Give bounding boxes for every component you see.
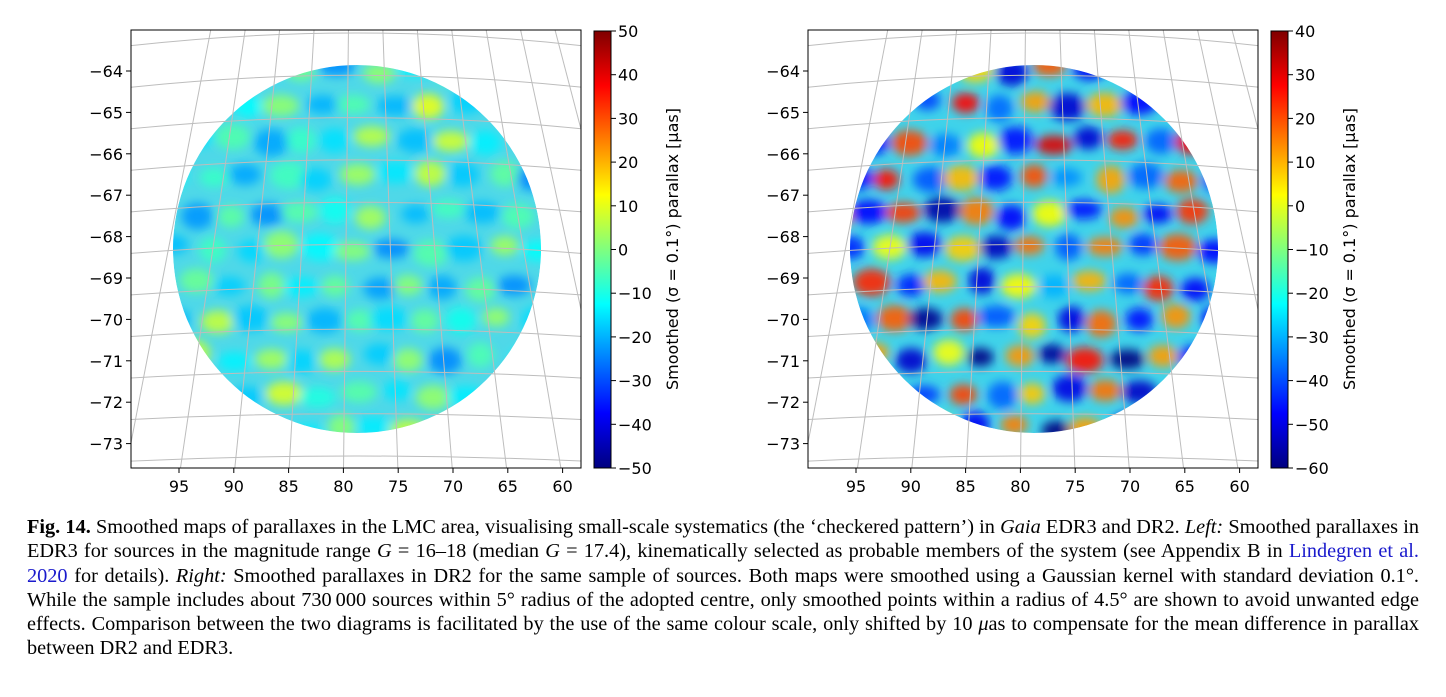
y-tick-label: −64 [766, 62, 800, 81]
caption-gaia: Gaia [1000, 516, 1041, 538]
colorbar-tick-label: 0 [618, 241, 628, 260]
y-tick-label: −72 [89, 393, 123, 412]
y-axis-ticks: −64 −65 −66 −67 −68 −69 −70 −71 −72 −73 [89, 62, 131, 454]
y-tick-label: −68 [89, 228, 123, 247]
x-tick-label: 85 [278, 477, 298, 496]
caption-text: Smoothed parallaxes in EDR3 for sources … [27, 516, 1420, 563]
caption-text: as to compensate for the mean difference… [27, 613, 1419, 660]
x-tick-label: 80 [1010, 477, 1030, 496]
colorbar-gradient [593, 30, 612, 469]
colorbar-tick-label: 30 [1295, 66, 1315, 85]
citation-link[interactable]: Lindegren et al. 2020 [27, 540, 1419, 587]
coordinate-grid [808, 30, 1258, 468]
colorbar-tick-label: −30 [618, 372, 652, 391]
colorbar-gradient [1270, 30, 1289, 469]
colorbar-tick-label: −10 [1295, 241, 1329, 260]
caption-text: EDR3 and DR2. [1040, 516, 1185, 538]
colorbar-label: Smoothed (σ = 0.1°) parallax [μas] [1340, 108, 1359, 390]
y-axis-ticks: −64 −65 −66 −67 −68 −69 −70 −71 −72 −73 [766, 62, 808, 454]
x-tick-label: 60 [1229, 477, 1249, 496]
caption-mu-symbol: μ [978, 613, 989, 636]
colorbar-tick-label: −30 [1295, 328, 1329, 347]
x-tick-label: 90 [224, 477, 244, 496]
caption-g-symbol: G [545, 540, 560, 563]
colorbar-tick-label: 20 [618, 153, 638, 172]
colorbar-tick-label: −40 [1295, 372, 1329, 391]
panel-left-edr3: −64 −65 −66 −67 −68 −69 −70 −71 −72 −73 95 90 85 80 7… [89, 22, 682, 496]
y-tick-label: −65 [89, 103, 123, 122]
y-tick-label: −71 [766, 352, 800, 371]
y-tick-label: −73 [766, 435, 800, 454]
colorbar-ticks: 50 40 30 20 10 0 −10 −20 −30 −40 −50 [611, 22, 652, 478]
colorbar-tick-label: 10 [1295, 153, 1315, 172]
colorbar-tick-label: 20 [1295, 109, 1315, 128]
y-tick-label: −64 [89, 62, 123, 81]
caption-text: = 17.4), kinematically selected as proba… [559, 540, 1289, 563]
x-axis-ticks: 95 90 85 80 75 70 65 60 [846, 468, 1250, 496]
colorbar-tick-label: 10 [618, 197, 638, 216]
x-tick-label: 60 [552, 477, 572, 496]
plot-border [807, 29, 1259, 469]
caption-text: for details). [67, 564, 176, 587]
colorbar-tick-label: −20 [1295, 284, 1329, 303]
y-tick-label: −66 [766, 145, 800, 164]
colorbar-ticks: 40 30 20 10 0 −10 −20 −30 −40 −50 −60 [1288, 22, 1329, 478]
caption-right-label: Right: [175, 564, 227, 587]
x-tick-label: 95 [169, 477, 189, 496]
y-tick-label: −72 [766, 393, 800, 412]
colorbar-tick-label: −50 [618, 459, 652, 478]
caption-g-symbol: G [377, 540, 392, 563]
y-tick-label: −68 [766, 228, 800, 247]
y-tick-label: −70 [89, 310, 123, 329]
panel-right-dr2: −64 −65 −66 −67 −68 −69 −70 −71 −72 −73 95 90 85 80 7… [766, 22, 1359, 496]
colorbar-label: Smoothed (σ = 0.1°) parallax [μas] [663, 108, 682, 390]
x-tick-label: 75 [388, 477, 408, 496]
caption-text: Smoothed parallaxes in DR2 for the same … [27, 564, 1419, 636]
y-tick-label: −66 [89, 145, 123, 164]
y-tick-label: −67 [89, 186, 123, 205]
x-tick-label: 65 [498, 477, 518, 496]
colorbar-tick-label: −40 [618, 415, 652, 434]
caption-left-label: Left: [1184, 516, 1224, 538]
colorbar-tick-label: 40 [1295, 22, 1315, 41]
colorbar-tick-label: −50 [1295, 415, 1329, 434]
caption-label: Fig. 14. [27, 516, 91, 538]
x-tick-label: 85 [955, 477, 975, 496]
y-tick-label: −71 [89, 352, 123, 371]
figure: −64 −65 −66 −67 −68 −69 −70 −71 −72 −73 95 90 85 80 7… [89, 22, 1359, 496]
colorbar: 40 30 20 10 0 −10 −20 −30 −40 −50 −60 Smoothed (σ … [1270, 22, 1359, 478]
caption-text: Smoothed maps of parallaxes in the LMC a… [90, 516, 1001, 538]
colorbar-tick-label: −10 [618, 284, 652, 303]
x-tick-label: 95 [846, 477, 866, 496]
plot-border [130, 29, 582, 469]
y-tick-label: −69 [766, 269, 800, 288]
y-tick-label: −65 [766, 103, 800, 122]
coordinate-grid [131, 30, 581, 468]
colorbar: 50 40 30 20 10 0 −10 −20 −30 −40 −50 Smoothed (σ =… [593, 22, 682, 478]
y-tick-label: −70 [766, 310, 800, 329]
colorbar-tick-label: −20 [618, 328, 652, 347]
y-tick-label: −69 [89, 269, 123, 288]
colorbar-tick-label: 50 [618, 22, 638, 41]
x-tick-label: 70 [1120, 477, 1140, 496]
caption-text: = 16–18 (median [391, 540, 546, 563]
figure-caption: Fig. 14. Smoothed maps of parallaxes in … [27, 515, 1419, 661]
x-tick-label: 65 [1175, 477, 1195, 496]
x-axis-ticks: 95 90 85 80 75 70 65 60 [169, 468, 573, 496]
x-tick-label: 75 [1065, 477, 1085, 496]
colorbar-tick-label: −60 [1295, 459, 1329, 478]
x-tick-label: 90 [901, 477, 921, 496]
colorbar-tick-label: 0 [1295, 197, 1305, 216]
y-tick-label: −67 [766, 186, 800, 205]
colorbar-tick-label: 30 [618, 109, 638, 128]
colorbar-tick-label: 40 [618, 66, 638, 85]
y-tick-label: −73 [89, 435, 123, 454]
x-tick-label: 70 [443, 477, 463, 496]
x-tick-label: 80 [333, 477, 353, 496]
